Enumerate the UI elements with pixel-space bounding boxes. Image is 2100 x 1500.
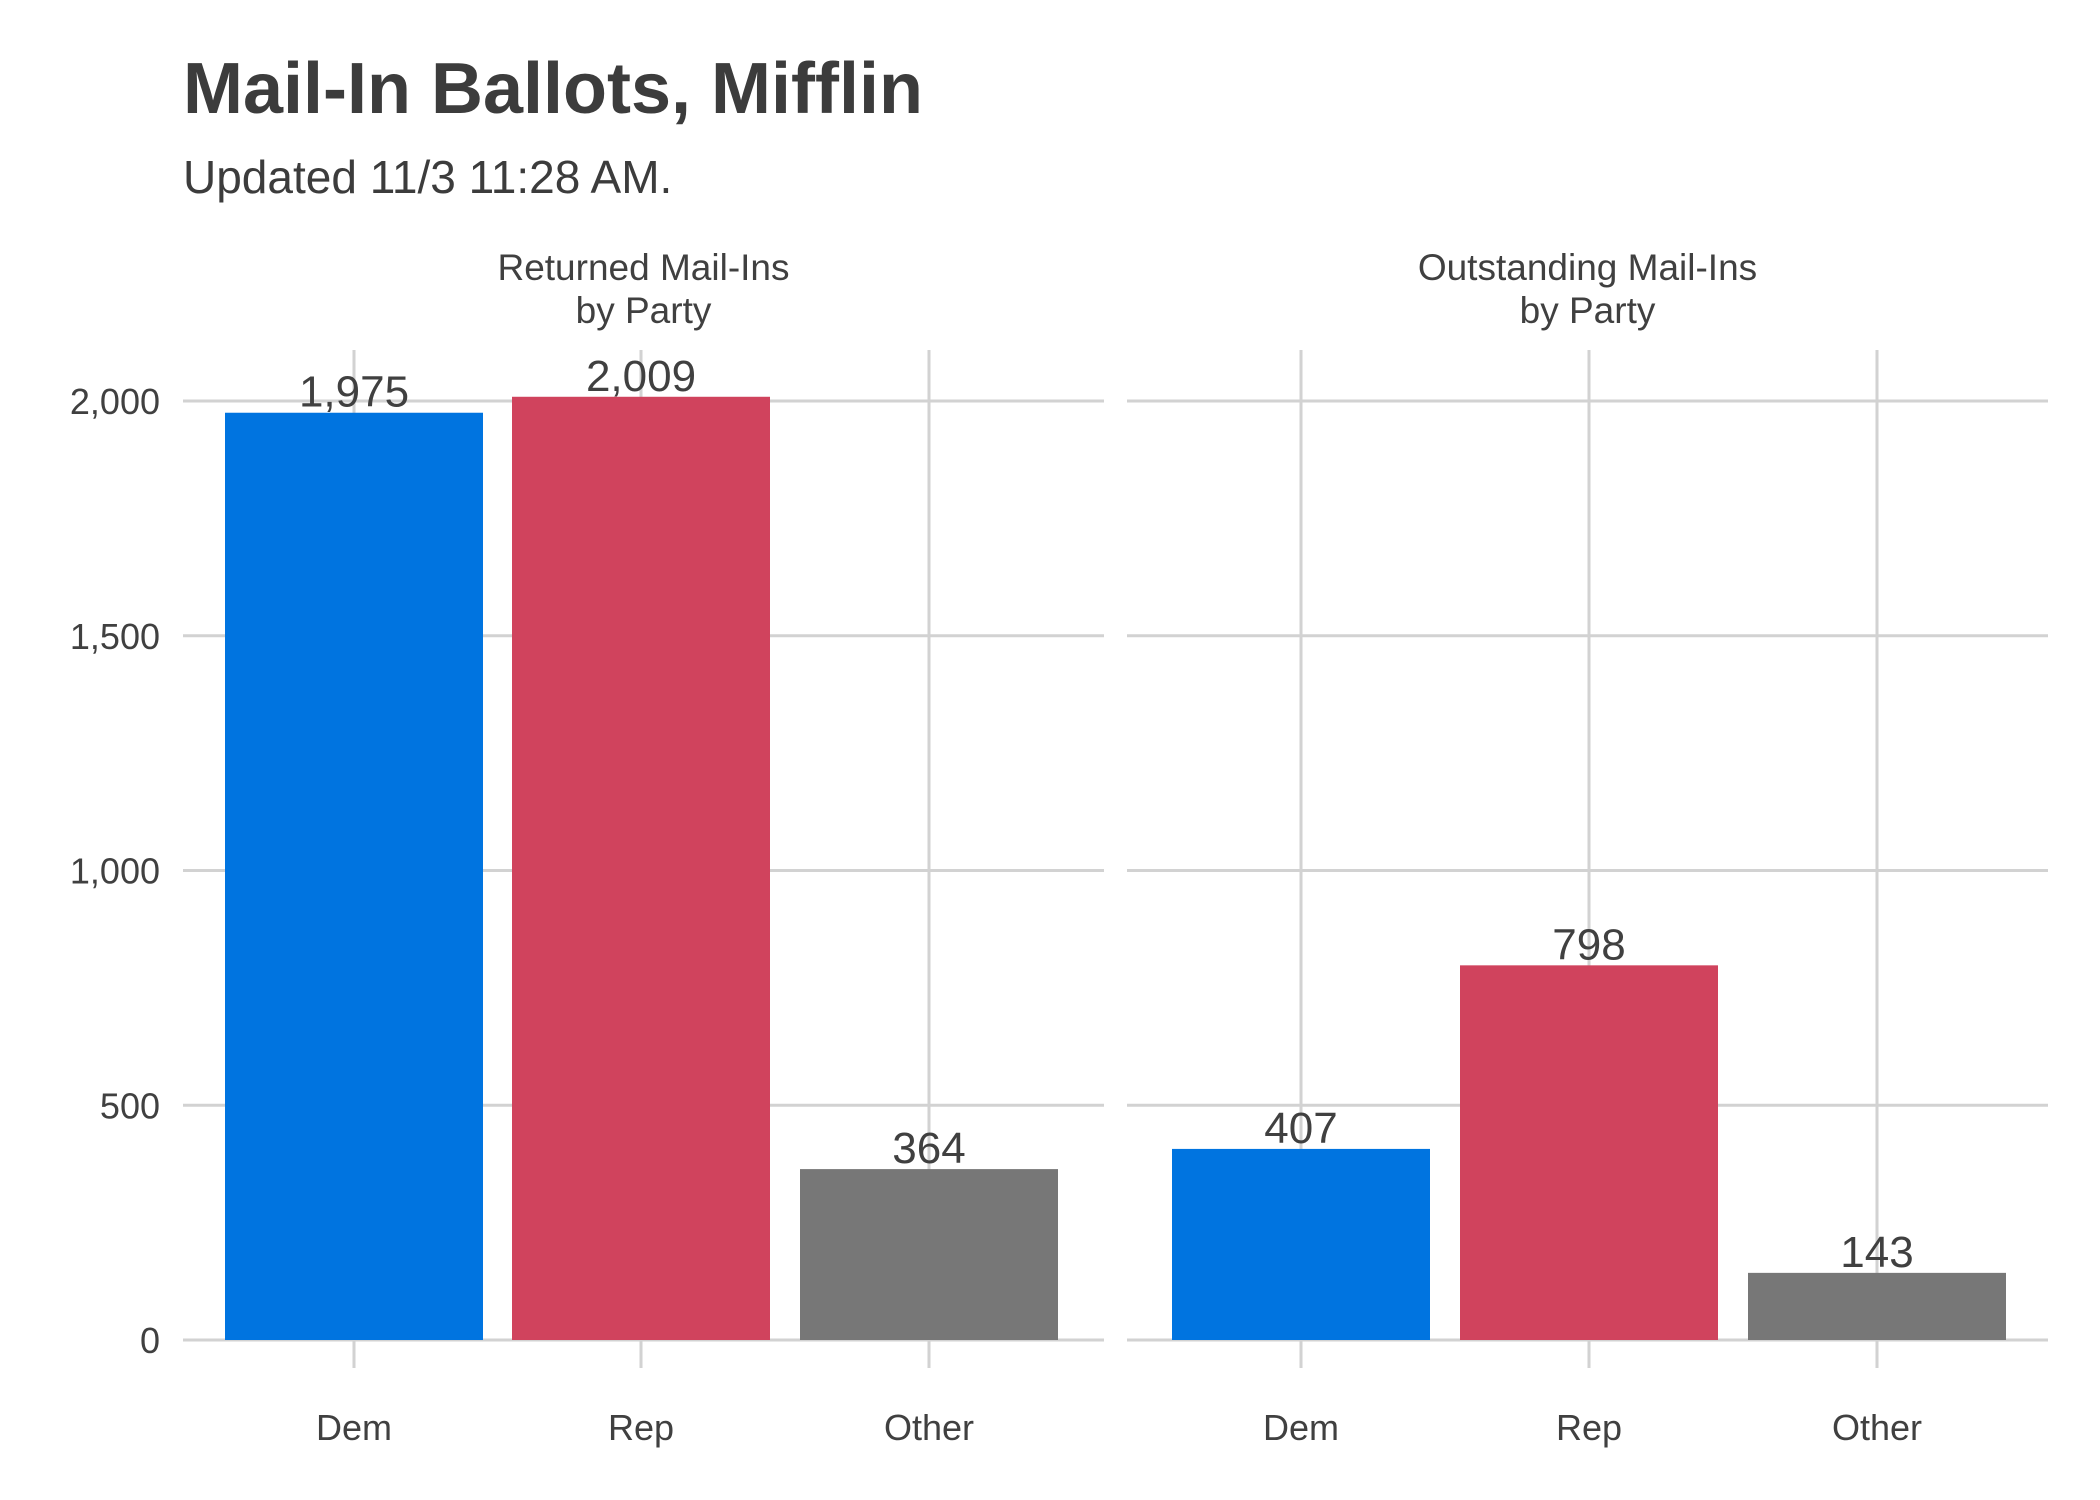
y-tick-label: 1,000 [70, 851, 160, 892]
chart-title: Mail-In Ballots, Mifflin [183, 49, 923, 129]
data-label: 798 [1552, 920, 1625, 969]
x-tick-label: Other [1832, 1407, 1922, 1448]
x-tick-label: Rep [608, 1407, 674, 1448]
bar-other [800, 1169, 1058, 1340]
y-tick-label: 0 [140, 1320, 160, 1361]
bar-dem [1172, 1148, 1430, 1340]
data-label: 143 [1840, 1228, 1913, 1277]
facet-title: by Party [1520, 290, 1656, 331]
bar-rep [512, 396, 770, 1340]
bar-other [1748, 1272, 2006, 1340]
chart-subtitle: Updated 11/3 11:28 AM. [183, 151, 673, 203]
data-label: 407 [1264, 1104, 1337, 1153]
data-label: 1,975 [299, 368, 409, 417]
x-tick-label: Dem [1263, 1407, 1339, 1448]
facet-title: Returned Mail-Ins [497, 247, 789, 288]
facet-title: by Party [576, 290, 712, 331]
y-tick-label: 1,500 [70, 616, 160, 657]
x-tick-label: Other [884, 1407, 974, 1448]
facet-title: Outstanding Mail-Ins [1418, 247, 1757, 288]
data-label: 2,009 [586, 352, 696, 401]
bar-rep [1460, 965, 1718, 1340]
bar-dem [225, 412, 483, 1340]
y-tick-label: 2,000 [70, 381, 160, 422]
data-label: 364 [892, 1124, 965, 1173]
y-tick-label: 500 [100, 1085, 160, 1126]
x-tick-label: Rep [1556, 1407, 1622, 1448]
x-tick-label: Dem [316, 1407, 392, 1448]
